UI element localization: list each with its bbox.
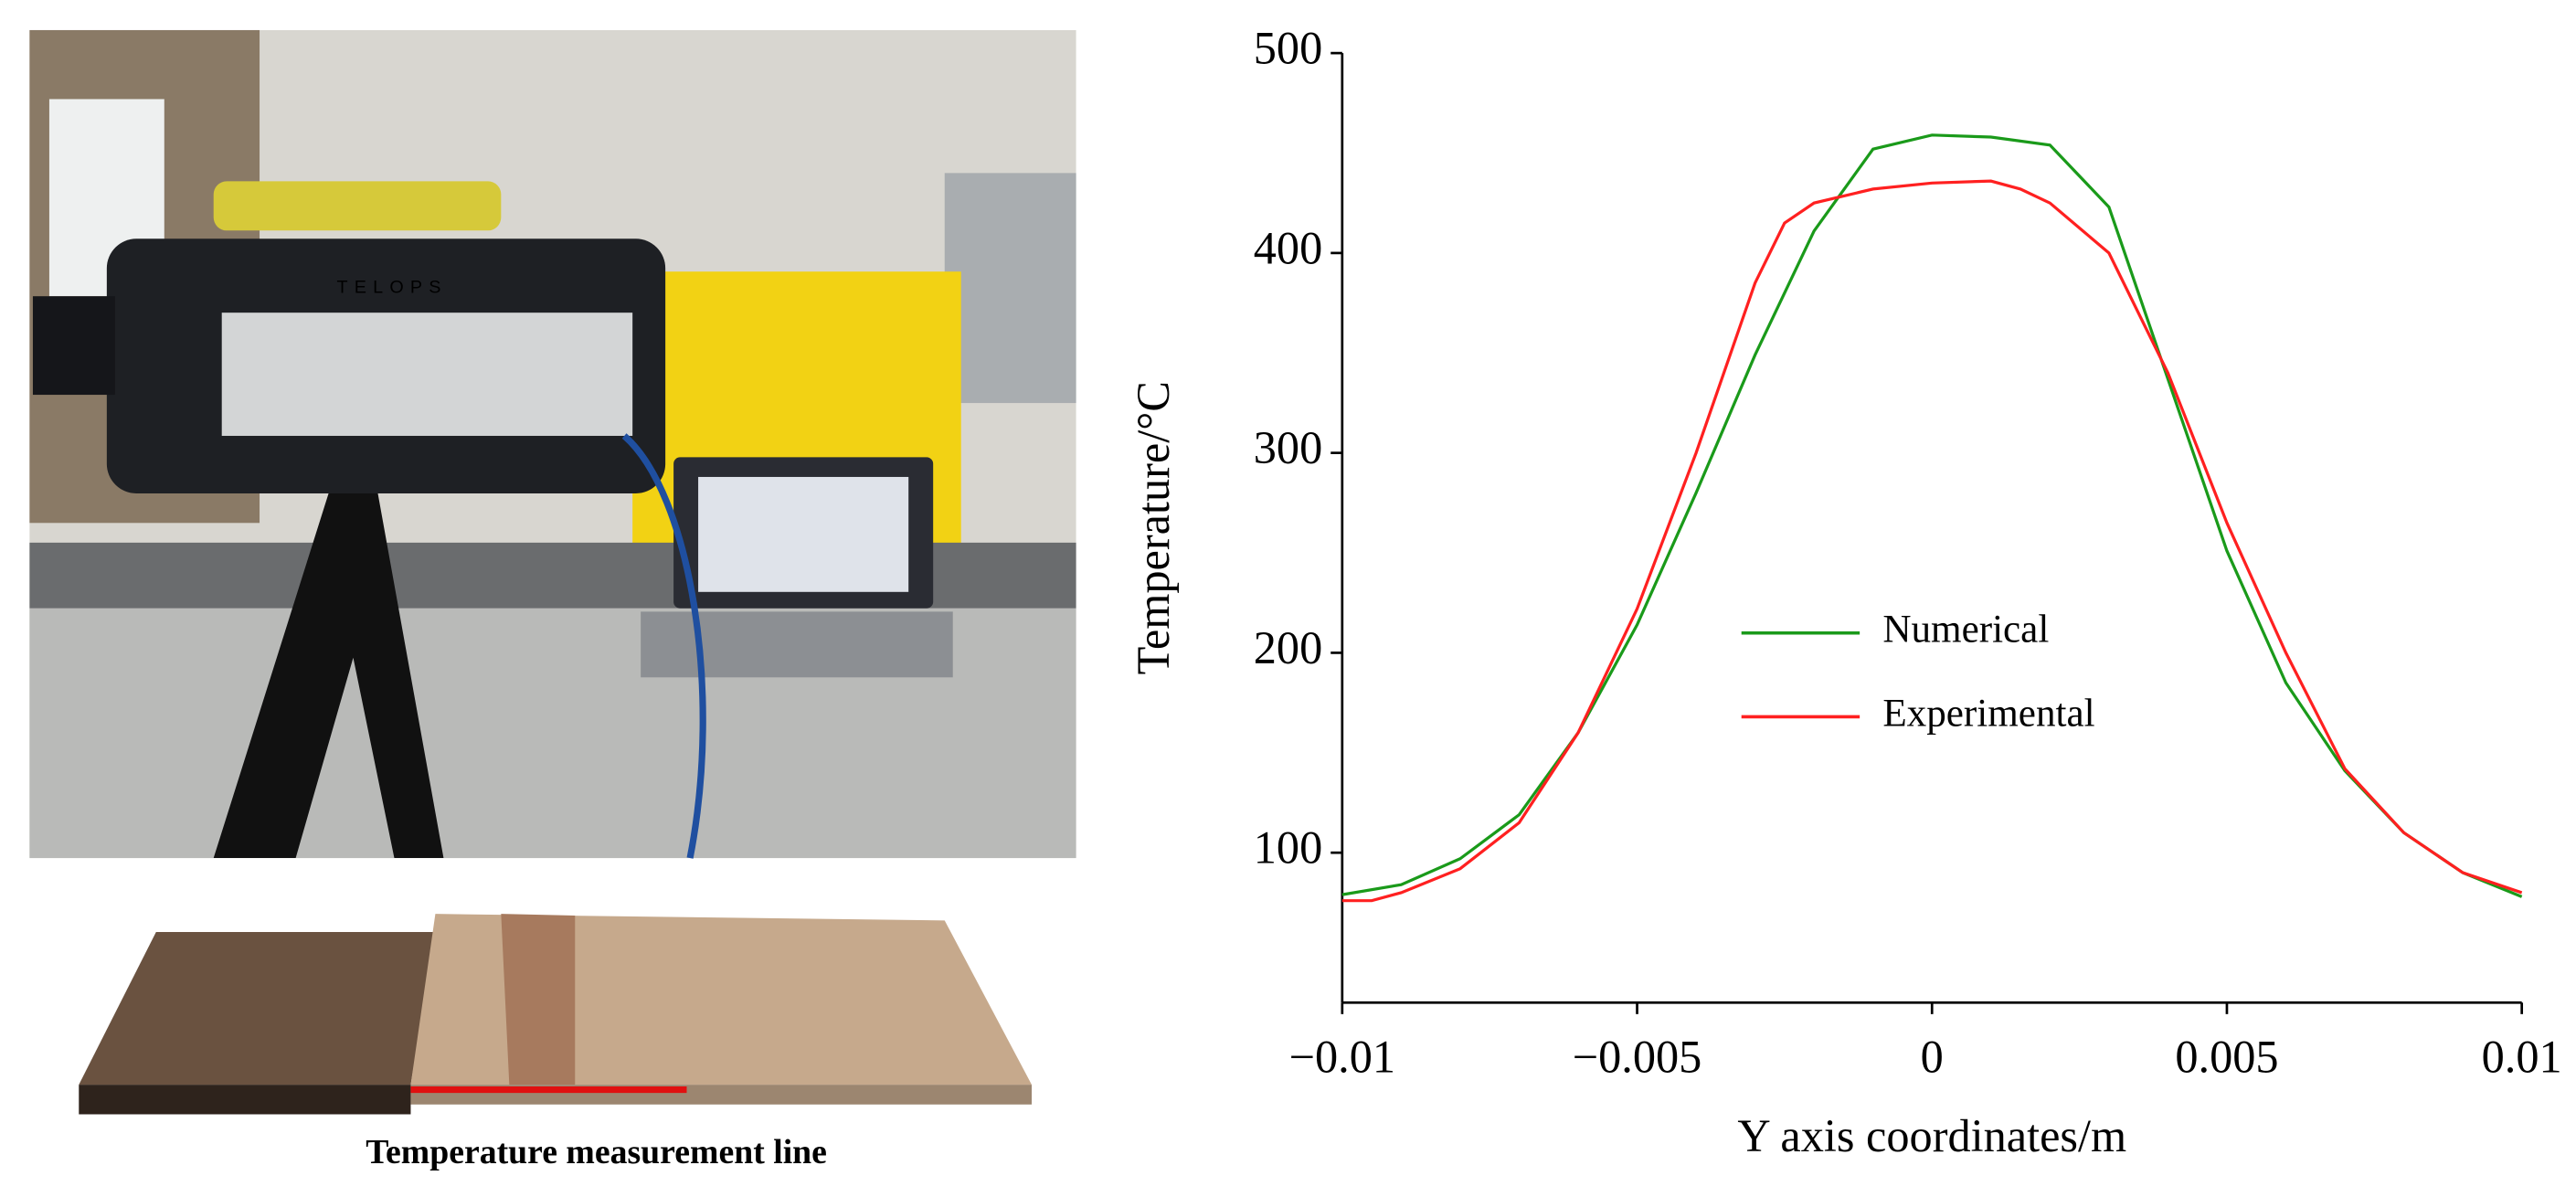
camera-lens [32, 296, 115, 396]
composite-plate [79, 931, 436, 1086]
weld-seam [501, 914, 576, 1086]
blinds [944, 173, 1076, 404]
camera-brand: TELOPS [337, 277, 448, 297]
y-tick-label: 500 [1254, 23, 1323, 74]
x-tick-label: −0.005 [1573, 1032, 1702, 1083]
camera-vents [221, 312, 633, 437]
line-chart: 100 200 300 400 500 −0.01 −0.005 0 0.005 0.01 Y ax… [1128, 23, 2562, 1161]
composite-edge [79, 1085, 411, 1115]
camera-handle [213, 181, 502, 231]
laptop-base [641, 611, 953, 678]
x-tick-label: 0 [1921, 1032, 1944, 1083]
x-tick-label: −0.01 [1289, 1032, 1395, 1083]
y-tick-label: 200 [1254, 622, 1323, 673]
x-tick-label: 0.01 [2482, 1032, 2562, 1083]
x-axis-label: Y axis coordinates/m [1737, 1110, 2126, 1161]
data-line [1341, 179, 2523, 903]
y-axis-label: Temperature/°C [1128, 381, 1179, 674]
legend-label: Experimental [1882, 692, 2094, 735]
y-tick-label: 400 [1254, 222, 1323, 273]
cable [621, 433, 706, 859]
data-line [1341, 133, 2523, 898]
y-tick-label: 300 [1254, 422, 1323, 473]
lab-photo: TELOPS [29, 29, 1076, 859]
x-tick-label: 0.005 [2175, 1032, 2278, 1083]
specimen-photo: Temperature measurement line [79, 914, 1033, 1171]
legend-label: Numerical [1882, 609, 2049, 651]
y-tick-label: 100 [1254, 822, 1323, 874]
photo-caption: Temperature measurement line [366, 1133, 827, 1171]
laptop-display [698, 476, 909, 592]
tripod [213, 493, 444, 859]
